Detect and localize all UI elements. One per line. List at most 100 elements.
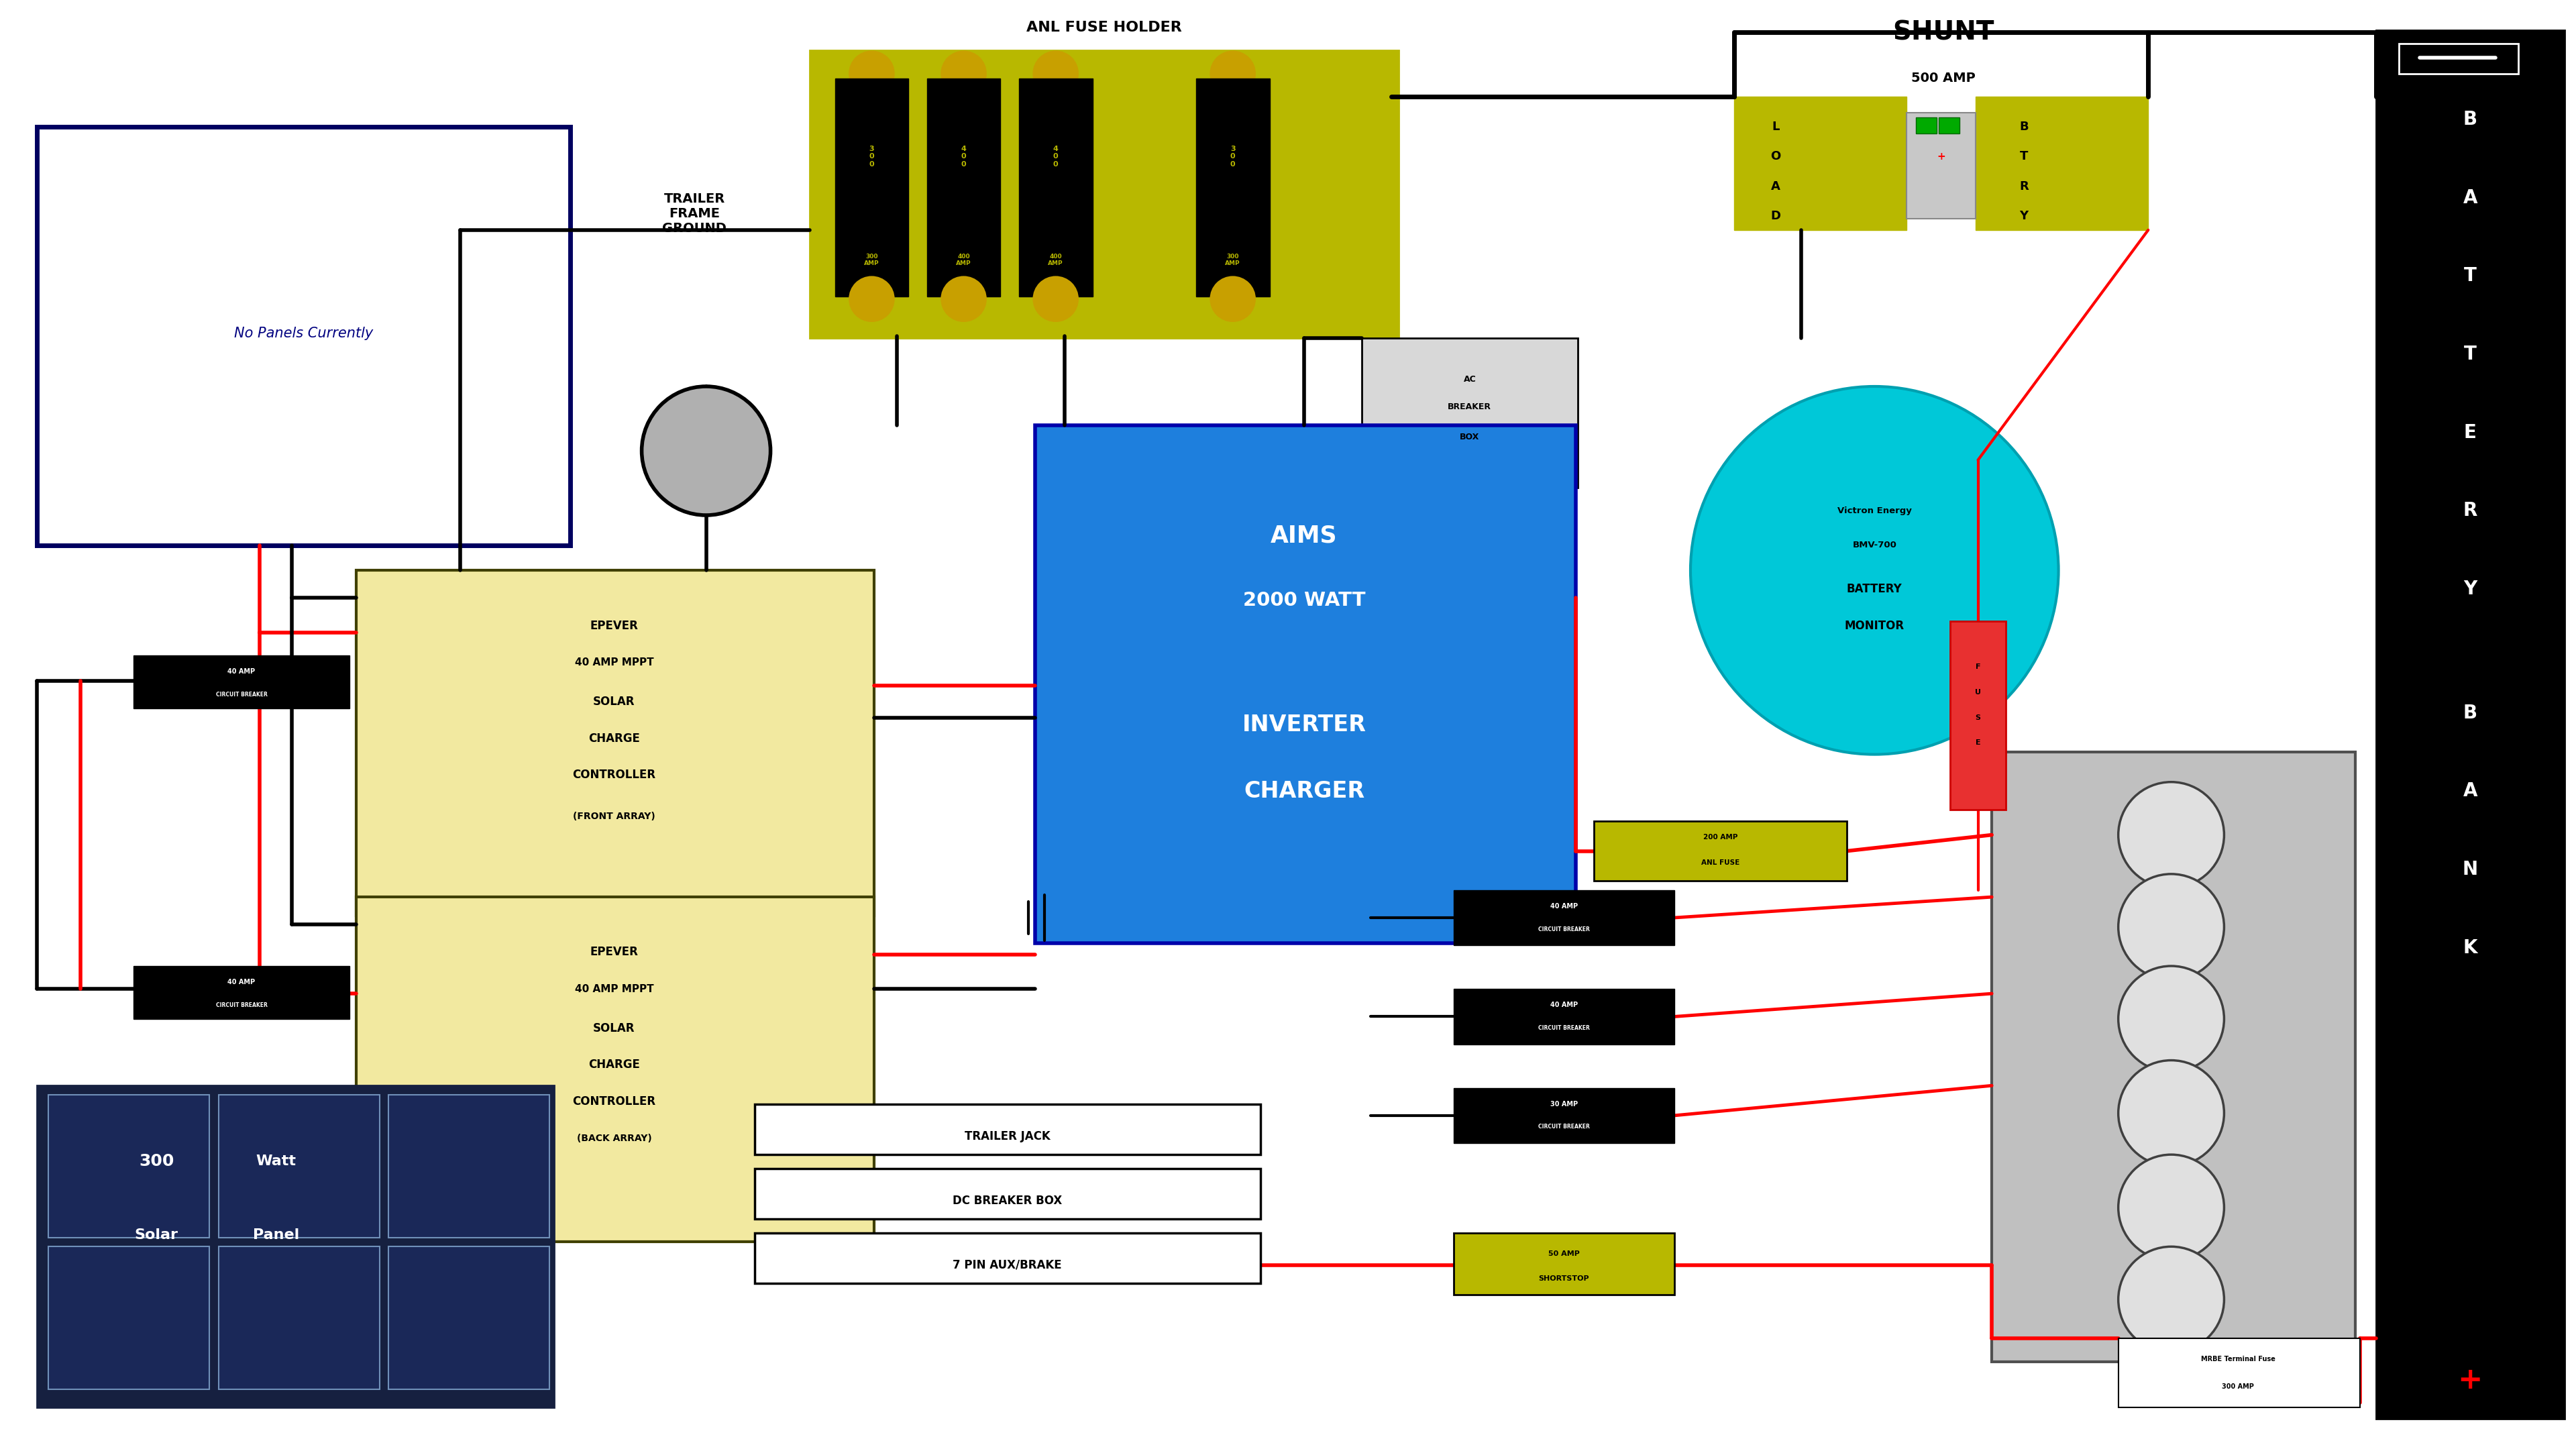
Text: 50 AMP: 50 AMP	[1548, 1250, 1579, 1256]
Text: Solar: Solar	[134, 1229, 178, 1242]
Bar	[835, 78, 909, 297]
Circle shape	[1033, 51, 1079, 97]
Bar	[1020, 51, 1092, 78]
Text: SHORTSTOP: SHORTSTOP	[1538, 1275, 1589, 1282]
Bar	[1195, 78, 1270, 297]
Text: B: B	[2020, 120, 2027, 132]
Text: 40 AMP: 40 AMP	[227, 978, 255, 985]
Bar	[1020, 309, 1092, 336]
Text: B: B	[2463, 110, 2478, 129]
Text: SOLAR: SOLAR	[592, 1022, 636, 1035]
Text: TRAILER
FRAME
GROUND: TRAILER FRAME GROUND	[662, 193, 726, 235]
Text: CIRCUIT BREAKER: CIRCUIT BREAKER	[216, 691, 268, 697]
Text: S: S	[1976, 714, 1981, 722]
Circle shape	[641, 387, 770, 516]
Text: N: N	[2463, 861, 2478, 878]
Bar	[755, 1233, 1260, 1284]
Text: MONITOR: MONITOR	[1844, 620, 1904, 632]
Text: CIRCUIT BREAKER: CIRCUIT BREAKER	[1538, 926, 1589, 932]
Circle shape	[2117, 874, 2223, 980]
Bar	[1453, 890, 1674, 945]
Text: O: O	[1770, 151, 1780, 162]
Text: F: F	[1976, 664, 1981, 671]
Text: 40 AMP: 40 AMP	[227, 668, 255, 675]
Bar	[835, 309, 909, 336]
Circle shape	[848, 275, 894, 322]
Bar	[1036, 426, 1577, 943]
Text: 200 AMP: 200 AMP	[1703, 833, 1739, 840]
Text: T: T	[2020, 151, 2027, 162]
Text: BOX: BOX	[1461, 433, 1479, 442]
Text: CIRCUIT BREAKER: CIRCUIT BREAKER	[1538, 1024, 1589, 1032]
Text: 4
0
0: 4 0 0	[961, 145, 966, 168]
Bar	[134, 966, 350, 1019]
Circle shape	[1211, 51, 1257, 97]
Text: 300
AMP: 300 AMP	[1226, 254, 1242, 267]
Text: A: A	[1770, 180, 1780, 193]
Text: EPEVER: EPEVER	[590, 946, 639, 958]
Bar	[1950, 622, 2007, 810]
Bar	[1991, 752, 2354, 1362]
Bar	[1453, 990, 1674, 1045]
Text: 500 AMP: 500 AMP	[1911, 72, 1976, 84]
Text: 40 AMP MPPT: 40 AMP MPPT	[574, 658, 654, 668]
Bar	[927, 51, 999, 78]
Text: B: B	[2463, 704, 2478, 723]
Text: D: D	[1770, 210, 1780, 222]
Bar	[2117, 1339, 2360, 1407]
Text: A: A	[2463, 188, 2478, 207]
Text: CONTROLLER: CONTROLLER	[572, 769, 657, 781]
Bar	[809, 51, 1399, 338]
Text: BREAKER: BREAKER	[1448, 403, 1492, 412]
Text: CIRCUIT BREAKER: CIRCUIT BREAKER	[216, 1003, 268, 1009]
Circle shape	[2117, 1061, 2223, 1166]
Bar	[1195, 309, 1270, 336]
Text: AC: AC	[1463, 375, 1476, 384]
Bar	[1453, 1088, 1674, 1143]
Text: K: K	[2463, 938, 2478, 956]
Bar	[389, 1246, 549, 1390]
Text: +: +	[2458, 1365, 2483, 1394]
Circle shape	[848, 51, 894, 97]
Circle shape	[2117, 1155, 2223, 1261]
Bar	[2398, 43, 2519, 74]
Bar	[49, 1095, 209, 1237]
Text: U: U	[1976, 688, 1981, 696]
Text: 4
0
0: 4 0 0	[1054, 145, 1059, 168]
Text: 2000 WATT: 2000 WATT	[1242, 591, 1365, 610]
Bar	[1917, 117, 1937, 133]
Text: CHARGER: CHARGER	[1244, 780, 1365, 803]
Text: 7 PIN AUX/BRAKE: 7 PIN AUX/BRAKE	[953, 1259, 1061, 1271]
Bar	[835, 51, 909, 78]
Text: 30 AMP: 30 AMP	[1551, 1101, 1577, 1107]
Bar	[927, 309, 999, 336]
Circle shape	[940, 51, 987, 97]
Text: T: T	[2463, 345, 2476, 364]
Bar	[389, 1095, 549, 1237]
Circle shape	[1211, 275, 1257, 322]
Text: EPEVER: EPEVER	[590, 620, 639, 632]
Text: T: T	[2463, 267, 2476, 285]
Text: (BACK ARRAY): (BACK ARRAY)	[577, 1133, 652, 1143]
Text: INVERTER: INVERTER	[1242, 713, 1365, 736]
Circle shape	[940, 275, 987, 322]
Bar	[1453, 1233, 1674, 1295]
Text: Watt: Watt	[255, 1155, 296, 1168]
Text: (FRONT ARRAY): (FRONT ARRAY)	[572, 811, 654, 822]
Text: CHARGE: CHARGE	[587, 732, 639, 745]
Text: CHARGE: CHARGE	[587, 1059, 639, 1071]
Text: SHUNT: SHUNT	[1893, 19, 1994, 45]
Bar	[1940, 117, 1960, 133]
Bar	[1195, 51, 1270, 78]
Bar	[49, 1246, 209, 1390]
Text: 3
0
0: 3 0 0	[1231, 145, 1236, 168]
Bar	[1734, 97, 1906, 230]
Text: ANL FUSE: ANL FUSE	[1700, 859, 1739, 867]
Text: 300 AMP: 300 AMP	[2223, 1384, 2254, 1390]
Text: TRAILER JACK: TRAILER JACK	[963, 1130, 1051, 1142]
Text: E: E	[1976, 739, 1981, 746]
Text: AIMS: AIMS	[1270, 525, 1337, 548]
Bar	[755, 1104, 1260, 1155]
Text: L: L	[1772, 120, 1780, 132]
Text: BMV-700: BMV-700	[1852, 540, 1896, 549]
